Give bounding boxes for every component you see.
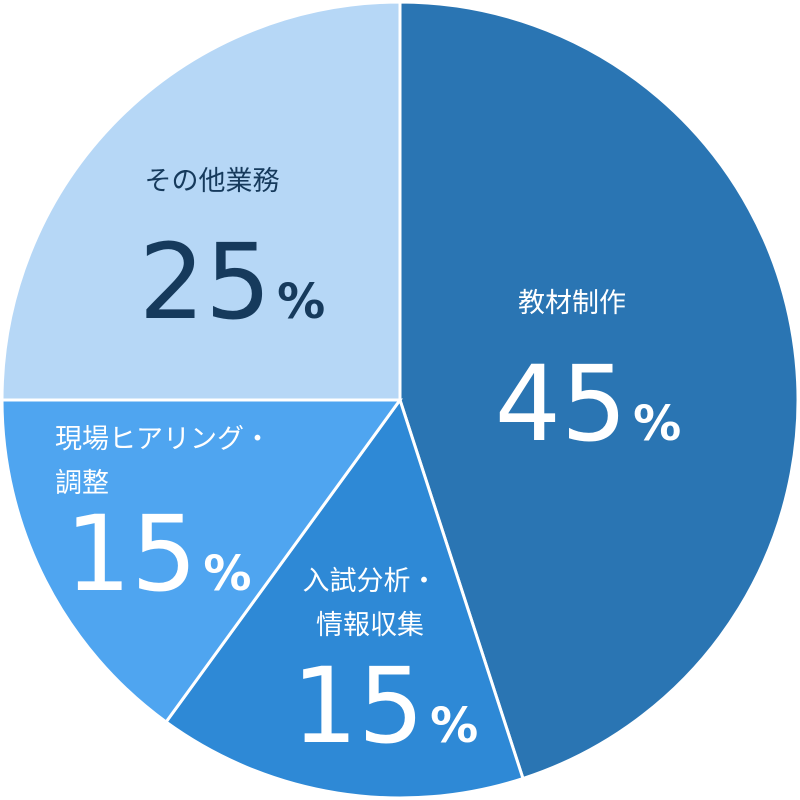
slice-value-label: 15% — [292, 645, 478, 767]
slice-label: その他業務 — [145, 166, 280, 197]
value-number: 25 — [139, 221, 271, 343]
slice-label: 教材制作 — [518, 288, 626, 319]
value-unit: % — [277, 274, 325, 330]
pie-slice — [0, 0, 402, 402]
value-unit: % — [633, 396, 681, 452]
slice-label: 入試分析・ — [303, 566, 438, 597]
slice-label: 調整 — [55, 468, 109, 499]
pie-slice — [398, 0, 800, 781]
pie-slice — [0, 398, 403, 725]
value-unit: % — [203, 546, 251, 602]
slice-label: 現場ヒアリング・ — [55, 424, 271, 455]
slice-value-label: 15% — [65, 493, 251, 615]
value-number: 15 — [65, 493, 197, 615]
slice-value-label: 25% — [139, 221, 325, 343]
slice-label: 情報収集 — [316, 610, 424, 641]
value-number: 45 — [495, 343, 627, 465]
slice-value-label: 45% — [495, 343, 681, 465]
value-unit: % — [430, 698, 478, 754]
value-number: 15 — [292, 645, 424, 767]
pie-slice — [163, 396, 525, 800]
